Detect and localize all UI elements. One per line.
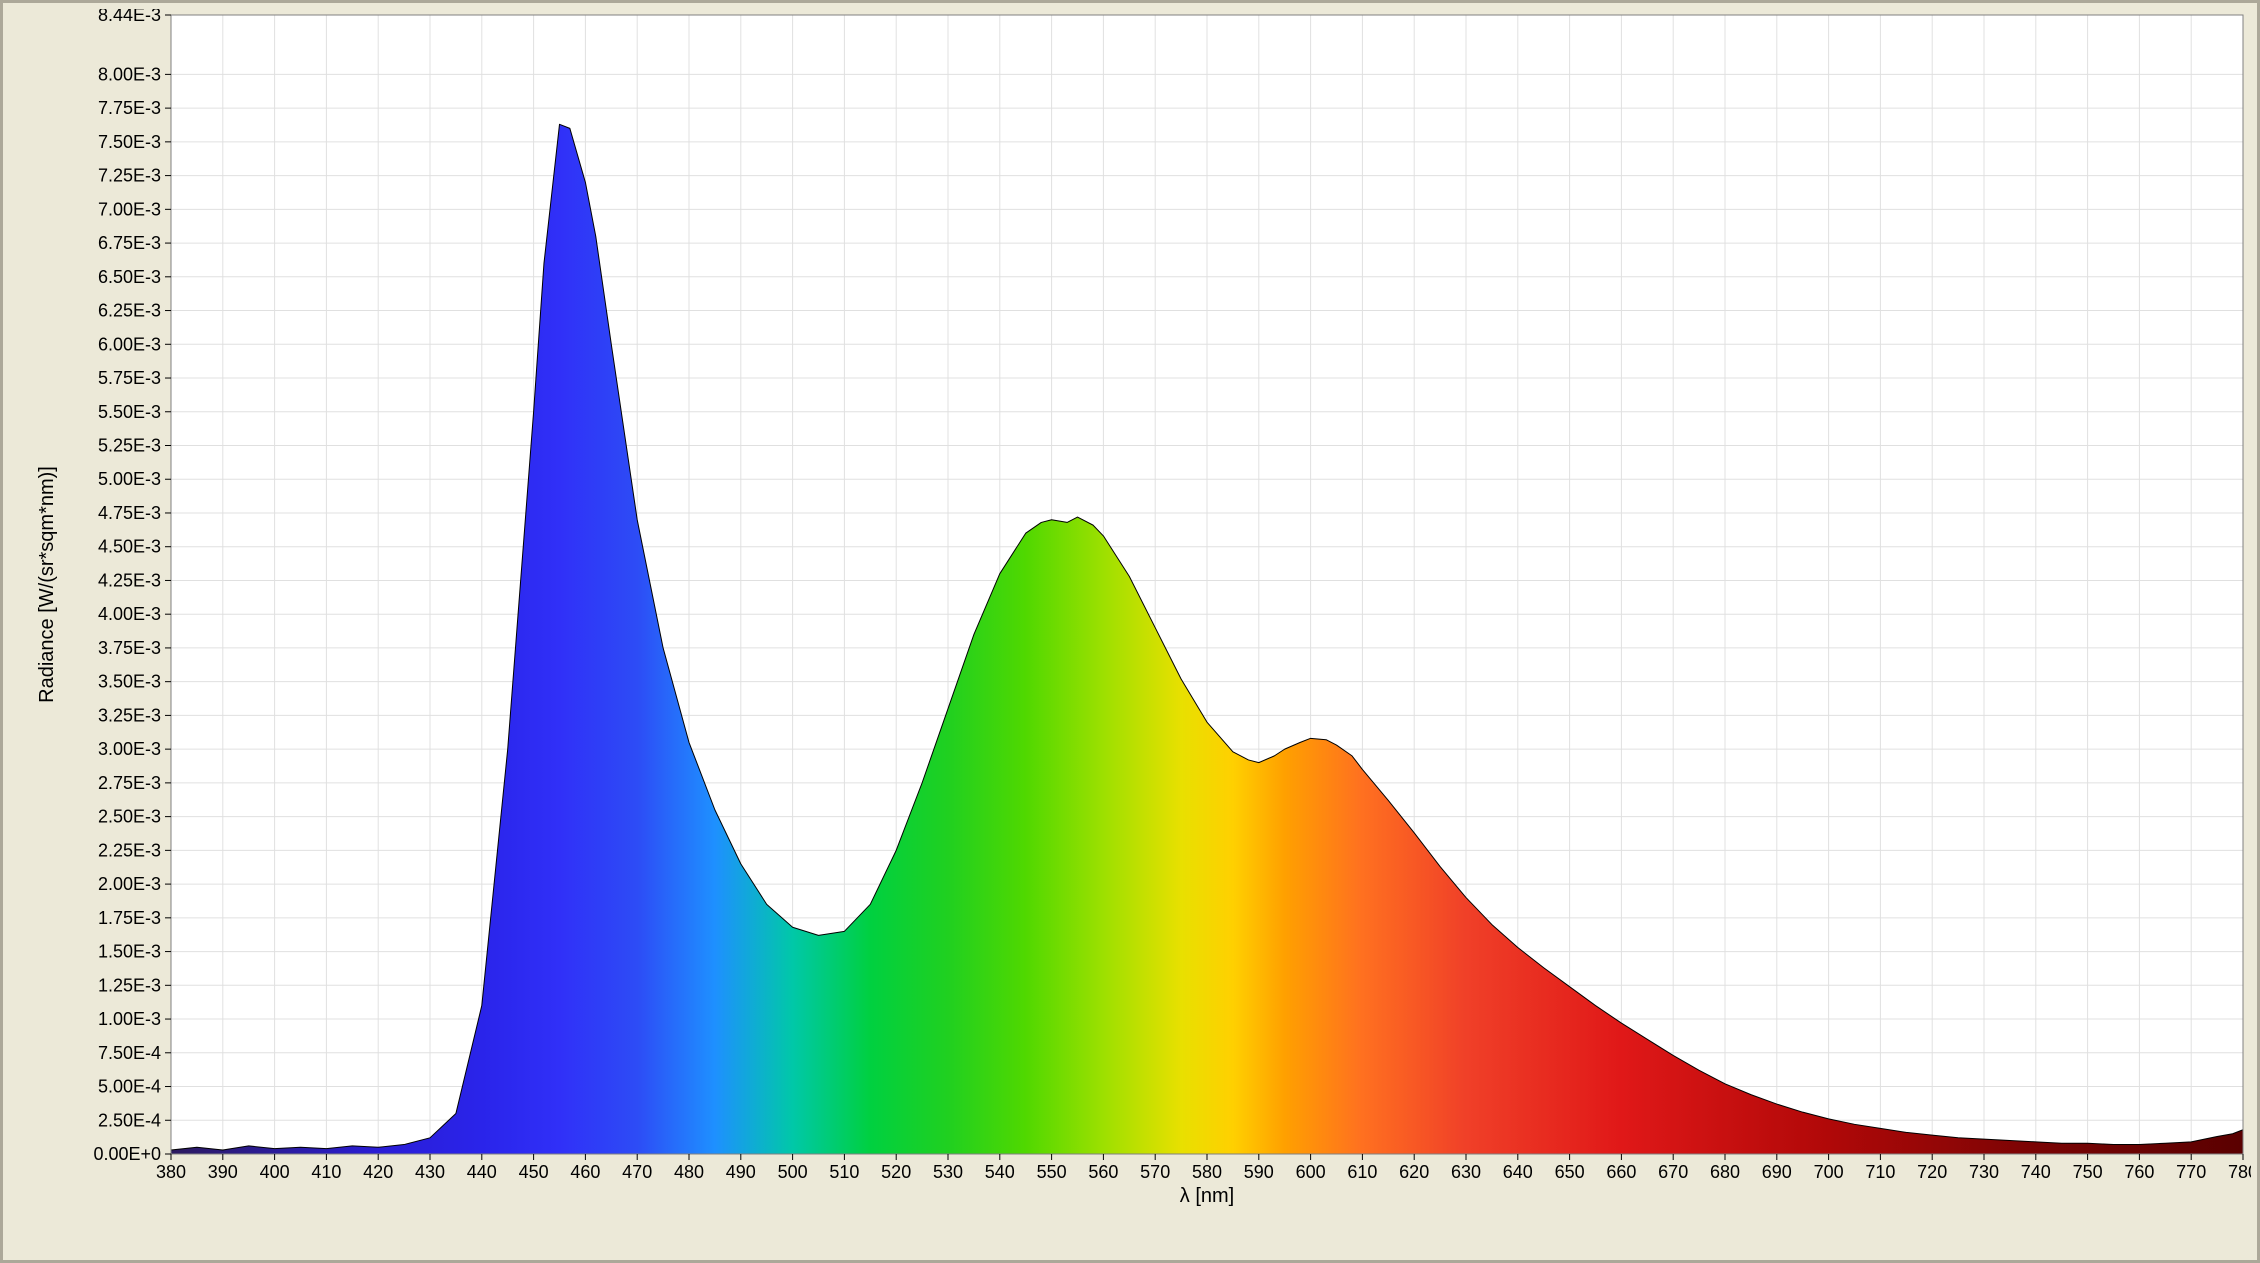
- y-tick-label: 7.25E-3: [98, 166, 161, 186]
- y-tick-label: 8.44E-3: [98, 9, 161, 25]
- y-tick-label: 4.50E-3: [98, 537, 161, 557]
- x-axis-label: λ [nm]: [1180, 1185, 1234, 1207]
- y-tick-label: 0.00E+0: [93, 1144, 161, 1164]
- chart-panel: 380 390 400 410 420 430 440 450 460 470 480 490 500 5…: [0, 0, 2260, 1263]
- x-tick-label: 640: [1503, 1162, 1533, 1182]
- y-tick-label: 2.25E-3: [98, 840, 161, 860]
- y-tick-label: 7.75E-3: [98, 98, 161, 118]
- y-tick-label: 2.75E-3: [98, 773, 161, 793]
- x-tick-label: 750: [2073, 1162, 2103, 1182]
- y-tick-label: 4.25E-3: [98, 570, 161, 590]
- x-tick-label: 450: [519, 1162, 549, 1182]
- x-tick-label: 420: [363, 1162, 393, 1182]
- x-tick-label: 490: [726, 1162, 756, 1182]
- x-tick-label: 610: [1347, 1162, 1377, 1182]
- x-tick-label: 570: [1140, 1162, 1170, 1182]
- x-tick-label: 760: [2124, 1162, 2154, 1182]
- y-axis: 0.00E+0 2.50E-4 5.00E-4 7.50E-4 1.00E-3 1.25E…: [93, 9, 171, 1164]
- x-tick-label: 520: [881, 1162, 911, 1182]
- x-tick-label: 440: [467, 1162, 497, 1182]
- y-tick-label: 5.00E-3: [98, 469, 161, 489]
- x-tick-label: 390: [208, 1162, 238, 1182]
- spectrum-chart: 380 390 400 410 420 430 440 450 460 470 480 490 500 5…: [31, 9, 2251, 1210]
- y-tick-label: 5.25E-3: [98, 435, 161, 455]
- x-tick-label: 740: [2021, 1162, 2051, 1182]
- y-axis-label: Radiance [W/(sr*sqm*nm)]: [36, 466, 58, 703]
- y-tick-label: 3.75E-3: [98, 638, 161, 658]
- y-tick-label: 1.50E-3: [98, 942, 161, 962]
- x-axis: 380 390 400 410 420 430 440 450 460 470 480 490 500 5…: [156, 1154, 2251, 1182]
- y-tick-label: 6.25E-3: [98, 301, 161, 321]
- x-tick-label: 660: [1606, 1162, 1636, 1182]
- x-tick-label: 700: [1814, 1162, 1844, 1182]
- x-tick-label: 670: [1658, 1162, 1688, 1182]
- y-tick-label: 8.00E-3: [98, 64, 161, 84]
- x-tick-label: 720: [1917, 1162, 1947, 1182]
- x-tick-label: 530: [933, 1162, 963, 1182]
- x-tick-label: 580: [1192, 1162, 1222, 1182]
- x-tick-label: 780: [2228, 1162, 2251, 1182]
- y-tick-label: 3.00E-3: [98, 739, 161, 759]
- y-tick-label: 3.25E-3: [98, 705, 161, 725]
- x-tick-label: 710: [1865, 1162, 1895, 1182]
- x-tick-label: 770: [2176, 1162, 2206, 1182]
- y-tick-label: 2.00E-3: [98, 874, 161, 894]
- y-tick-label: 5.50E-3: [98, 402, 161, 422]
- plot-container: 380 390 400 410 420 430 440 450 460 470 480 490 500 5…: [31, 9, 2251, 1210]
- y-tick-label: 5.75E-3: [98, 368, 161, 388]
- x-tick-label: 540: [985, 1162, 1015, 1182]
- y-tick-label: 6.75E-3: [98, 233, 161, 253]
- y-tick-label: 1.25E-3: [98, 975, 161, 995]
- x-tick-label: 380: [156, 1162, 186, 1182]
- x-tick-label: 500: [778, 1162, 808, 1182]
- x-tick-label: 630: [1451, 1162, 1481, 1182]
- x-tick-label: 510: [829, 1162, 859, 1182]
- y-tick-label: 2.50E-4: [98, 1110, 161, 1130]
- y-tick-label: 3.50E-3: [98, 672, 161, 692]
- x-tick-label: 560: [1088, 1162, 1118, 1182]
- y-tick-label: 5.00E-4: [98, 1077, 161, 1097]
- x-tick-label: 600: [1296, 1162, 1326, 1182]
- x-tick-label: 690: [1762, 1162, 1792, 1182]
- y-tick-label: 4.00E-3: [98, 604, 161, 624]
- x-tick-label: 410: [311, 1162, 341, 1182]
- x-tick-label: 680: [1710, 1162, 1740, 1182]
- x-tick-label: 650: [1555, 1162, 1585, 1182]
- y-tick-label: 7.50E-4: [98, 1043, 161, 1063]
- x-tick-label: 400: [260, 1162, 290, 1182]
- y-tick-label: 1.00E-3: [98, 1009, 161, 1029]
- y-tick-label: 7.50E-3: [98, 132, 161, 152]
- y-tick-label: 7.00E-3: [98, 199, 161, 219]
- y-tick-label: 6.00E-3: [98, 334, 161, 354]
- y-tick-label: 6.50E-3: [98, 267, 161, 287]
- x-tick-label: 480: [674, 1162, 704, 1182]
- y-tick-label: 4.75E-3: [98, 503, 161, 523]
- y-tick-label: 2.50E-3: [98, 807, 161, 827]
- x-tick-label: 550: [1037, 1162, 1067, 1182]
- x-tick-label: 730: [1969, 1162, 1999, 1182]
- y-tick-label: 1.75E-3: [98, 908, 161, 928]
- x-tick-label: 430: [415, 1162, 445, 1182]
- x-tick-label: 470: [622, 1162, 652, 1182]
- x-tick-label: 590: [1244, 1162, 1274, 1182]
- x-tick-label: 620: [1399, 1162, 1429, 1182]
- x-tick-label: 460: [570, 1162, 600, 1182]
